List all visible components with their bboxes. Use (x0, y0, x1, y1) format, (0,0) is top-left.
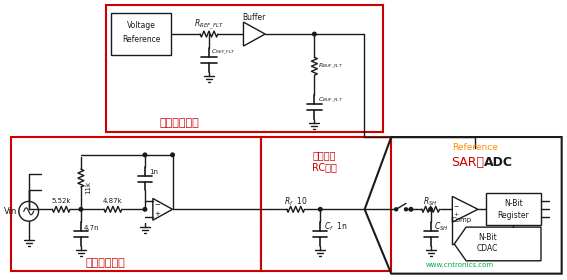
Text: −: − (154, 202, 160, 208)
Bar (105, 5, 383, 132)
Bar (112, 13, 171, 55)
Circle shape (319, 207, 322, 211)
Text: 输入驱动: 输入驱动 (312, 150, 336, 160)
Text: 5.52k: 5.52k (52, 199, 71, 204)
Circle shape (79, 207, 83, 211)
Text: Voltage: Voltage (126, 21, 155, 30)
Circle shape (312, 32, 316, 36)
Text: +: + (454, 212, 459, 217)
Text: −: − (454, 203, 459, 208)
Text: Vin: Vin (3, 207, 17, 216)
Text: 11k: 11k (85, 181, 91, 194)
Text: $C_{REF\_FLT}$: $C_{REF\_FLT}$ (211, 48, 236, 56)
Text: $R_{SH}$: $R_{SH}$ (424, 195, 438, 208)
Text: www.cntronics.com: www.cntronics.com (426, 262, 494, 268)
Text: Reference: Reference (122, 34, 160, 43)
Text: ADC: ADC (484, 156, 513, 169)
Text: Comp: Comp (452, 217, 472, 223)
Circle shape (429, 207, 433, 211)
Text: $C_f$  1n: $C_f$ 1n (324, 221, 348, 233)
Circle shape (395, 208, 397, 211)
Text: 抗混叠滤波器: 抗混叠滤波器 (86, 258, 125, 268)
Text: SAR型: SAR型 (451, 156, 485, 169)
Text: CDAC: CDAC (477, 244, 498, 253)
Text: Register: Register (497, 211, 529, 220)
Text: 4.7n: 4.7n (84, 225, 99, 231)
Text: +: + (154, 211, 160, 217)
Text: 1n: 1n (149, 169, 158, 175)
Text: Buffer: Buffer (243, 13, 266, 22)
Bar (11, 137, 261, 271)
Bar (486, 193, 541, 225)
Text: N-Bit: N-Bit (504, 199, 523, 208)
Text: N-Bit: N-Bit (479, 232, 497, 242)
Text: $R_{REF\_FLT}$: $R_{REF\_FLT}$ (194, 18, 224, 32)
Text: 基准驱动电路: 基准驱动电路 (159, 118, 199, 128)
Text: RC电路: RC电路 (312, 162, 337, 172)
Circle shape (171, 153, 174, 157)
Text: $R_{BUF\_FLT}$: $R_{BUF\_FLT}$ (318, 61, 344, 70)
Circle shape (409, 207, 413, 211)
Circle shape (404, 208, 408, 211)
Text: Reference: Reference (452, 143, 498, 152)
Circle shape (143, 153, 147, 157)
Bar (261, 137, 391, 271)
Text: $C_{BUF\_FLT}$: $C_{BUF\_FLT}$ (318, 95, 344, 104)
Circle shape (143, 207, 147, 211)
Text: $C_{SH}$: $C_{SH}$ (434, 221, 448, 233)
Text: 4.87k: 4.87k (103, 199, 122, 204)
Text: $R_f$  10: $R_f$ 10 (284, 195, 307, 208)
